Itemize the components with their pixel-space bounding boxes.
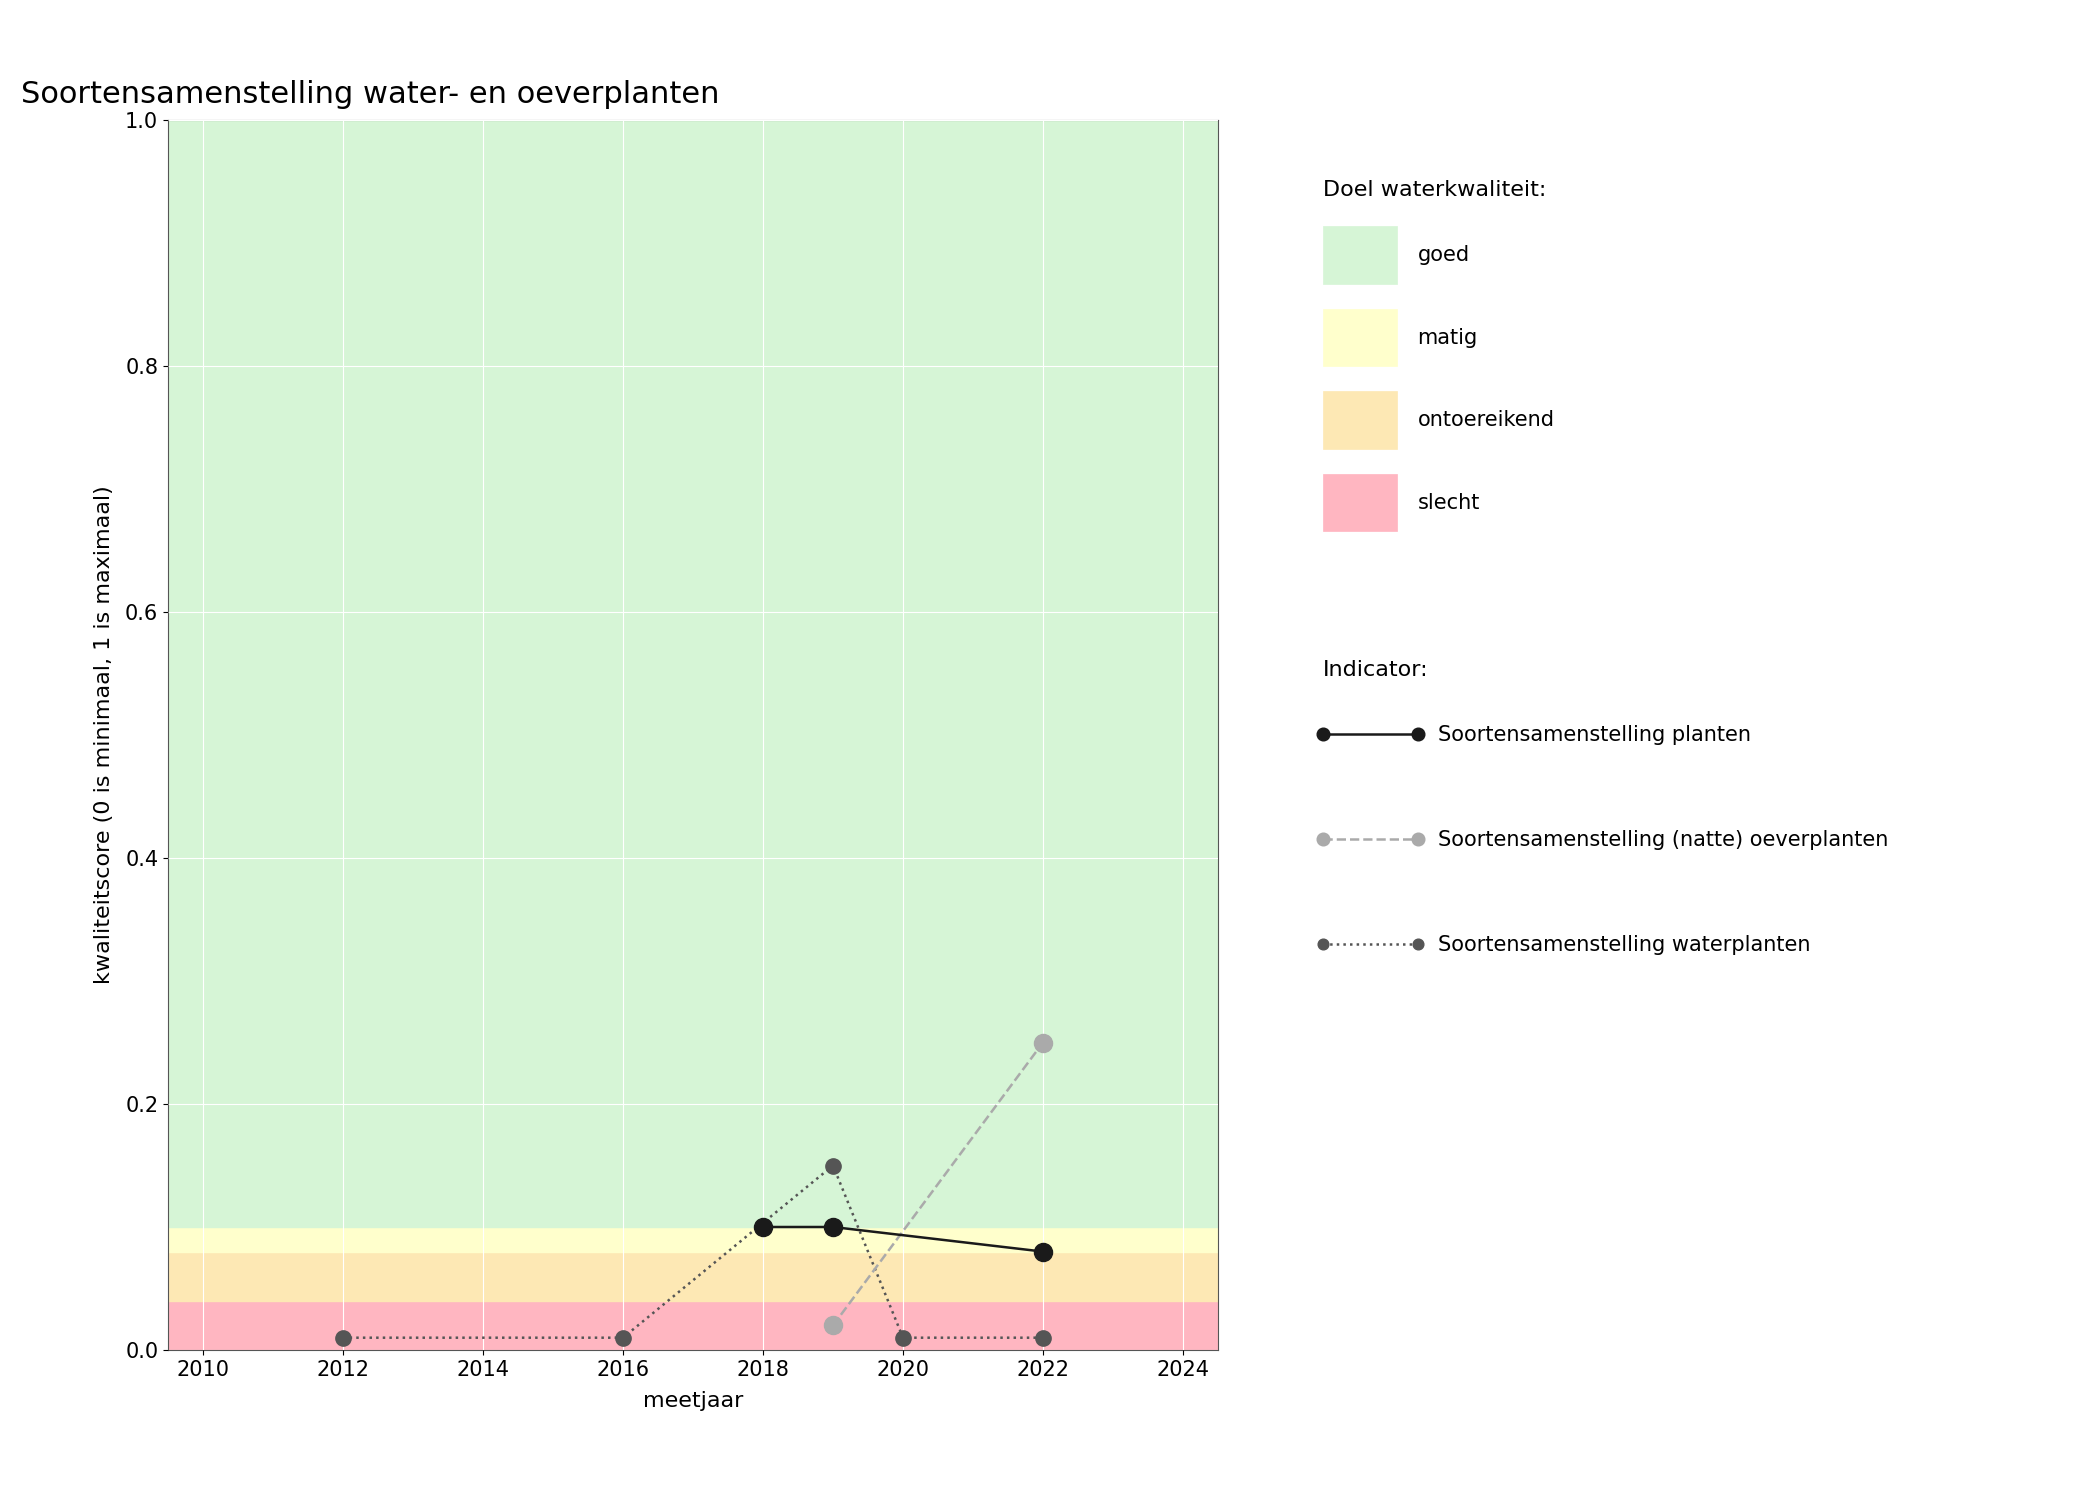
Text: Soortensamenstelling waterplanten: Soortensamenstelling waterplanten (1438, 934, 1810, 956)
Text: Doel waterkwaliteit:: Doel waterkwaliteit: (1323, 180, 1546, 200)
X-axis label: meetjaar: meetjaar (643, 1390, 743, 1411)
Bar (168, 1227, 1218, 1251)
Text: slecht: slecht (1418, 492, 1480, 513)
Text: matig: matig (1418, 327, 1478, 348)
Text: ontoereikend: ontoereikend (1418, 410, 1554, 430)
Text: Soortensamenstelling planten: Soortensamenstelling planten (1438, 724, 1751, 746)
Text: Soortensamenstelling water- en oeverplanten: Soortensamenstelling water- en oeverplan… (21, 81, 720, 110)
Y-axis label: kwaliteitscore (0 is minimaal, 1 is maximaal): kwaliteitscore (0 is minimaal, 1 is maxi… (94, 486, 113, 984)
Text: Indicator:: Indicator: (1323, 660, 1428, 680)
Text: goed: goed (1418, 244, 1470, 266)
Bar (168, 1251, 1218, 1300)
Bar (168, 1300, 1218, 1350)
Text: Soortensamenstelling (natte) oeverplanten: Soortensamenstelling (natte) oeverplante… (1438, 830, 1888, 850)
Bar (168, 120, 1218, 1227)
